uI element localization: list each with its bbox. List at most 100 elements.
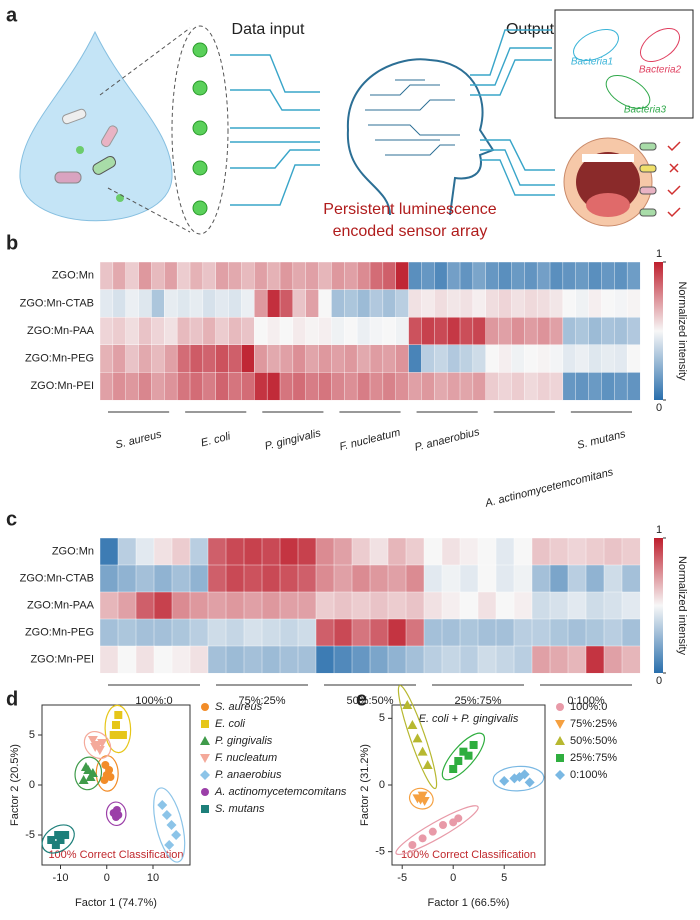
point	[415, 795, 426, 805]
row-label: ZGO:Mn	[52, 545, 94, 557]
heatmap-cell	[485, 317, 500, 346]
heatmap-cell	[225, 618, 245, 647]
point	[469, 741, 478, 749]
heatmap-cell	[459, 317, 474, 346]
heatmap-cell	[585, 645, 605, 674]
heatmap-cell	[176, 317, 191, 346]
heatmap-cell	[588, 344, 602, 373]
panel-label: e	[356, 688, 367, 710]
heatmap-cell	[369, 645, 389, 674]
output-lines	[470, 29, 555, 196]
heatmap-cell	[241, 261, 255, 291]
heatmap-cell	[112, 317, 127, 346]
point	[157, 800, 168, 810]
heatmap-cell	[575, 344, 590, 373]
heatmap-cell	[585, 618, 605, 647]
heatmap-cell	[99, 564, 119, 593]
heatmap-cell	[189, 372, 204, 401]
heatmap-cell	[421, 372, 435, 401]
heatmap-cell	[387, 537, 407, 566]
bacterium	[100, 125, 118, 148]
heatmap-cell	[588, 289, 602, 318]
heatmap-cell	[164, 289, 178, 318]
heatmap-cell	[189, 591, 209, 620]
heatmap-cell	[279, 344, 294, 373]
legend-marker	[201, 720, 209, 728]
heatmap-cell	[138, 317, 152, 346]
heatmap-cell	[153, 618, 173, 647]
bacteria-label: Bacteria1	[571, 57, 613, 68]
heatmap-cell	[112, 344, 127, 373]
heatmap-cell	[621, 618, 641, 647]
heatmap-cell	[254, 289, 268, 318]
heatmap-cell	[524, 372, 538, 401]
caption: encoded sensor array	[333, 223, 488, 240]
heatmap-cell	[511, 317, 525, 346]
heatmap-cell	[459, 261, 474, 291]
heatmap-cell	[254, 344, 268, 373]
heatmap-cell	[266, 344, 281, 373]
heatmap-cell	[351, 564, 371, 593]
heatmap-cell	[99, 317, 114, 346]
group-label: 75%:25%	[238, 695, 285, 707]
heatmap-cell	[513, 564, 533, 593]
heatmap-cell	[472, 317, 487, 346]
cluster	[605, 75, 651, 109]
heatmap-cell	[477, 564, 497, 593]
heatmap-cell	[485, 261, 500, 291]
heatmap-cell	[562, 289, 577, 318]
heatmap-cell	[261, 645, 281, 674]
y-tick-label: 0	[379, 779, 385, 791]
heatmap-cell	[318, 261, 332, 291]
point	[454, 757, 463, 765]
heatmap-cell	[369, 618, 389, 647]
group-label: P. anaerobius	[413, 426, 481, 454]
heatmap-cell	[241, 317, 255, 346]
cluster-ellipse	[105, 801, 127, 827]
heatmap-cell	[344, 261, 358, 291]
heatmap-cell	[626, 344, 641, 373]
teeth	[582, 154, 634, 162]
legend-marker	[555, 736, 565, 745]
heatmap-cell	[524, 261, 538, 291]
heatmap-cell	[524, 289, 538, 318]
heatmap-cell	[176, 261, 191, 291]
heatmap-cell	[164, 372, 178, 401]
heatmap-cell	[446, 289, 461, 318]
row-label: ZGO:Mn-PEG	[25, 353, 94, 365]
legend-label: P. gingivalis	[215, 735, 273, 747]
heatmap-cell	[524, 344, 538, 373]
heatmap-cell	[621, 564, 641, 593]
heatmap-cell	[135, 645, 155, 674]
heatmap-cell	[117, 564, 137, 593]
cluster-ellipse	[492, 765, 545, 792]
x-axis-label: Factor 1 (66.5%)	[428, 897, 510, 909]
legend-label: F. nucleatum	[215, 752, 277, 764]
heatmap-cell	[601, 261, 615, 291]
results	[639, 141, 681, 218]
heatmap-cell	[549, 645, 569, 674]
heatmap-cell	[228, 344, 242, 373]
heatmap-cell	[279, 591, 299, 620]
heatmap-cell	[567, 564, 587, 593]
cluster-ellipse	[395, 805, 479, 856]
heatmap-cell	[112, 289, 127, 318]
y-tick-label: 5	[29, 729, 35, 741]
cluster-ellipse	[441, 732, 486, 781]
cluster-ellipse	[408, 787, 434, 810]
heatmap-cell	[279, 537, 299, 566]
point	[54, 831, 63, 839]
heatmap-cell	[305, 344, 320, 373]
row-label: ZGO:Mn-PEG	[25, 626, 94, 638]
heatmap-cell	[477, 591, 497, 620]
heatmap-cell	[117, 537, 137, 566]
heatmap-cell	[279, 289, 294, 318]
heatmap-cell	[562, 372, 577, 401]
point	[161, 810, 172, 820]
heatmap-cell	[459, 564, 479, 593]
heatmap-cell	[215, 289, 230, 318]
heatmap-cell	[333, 564, 353, 593]
heatmap-cell	[297, 645, 317, 674]
heatmap-cell	[207, 564, 227, 593]
